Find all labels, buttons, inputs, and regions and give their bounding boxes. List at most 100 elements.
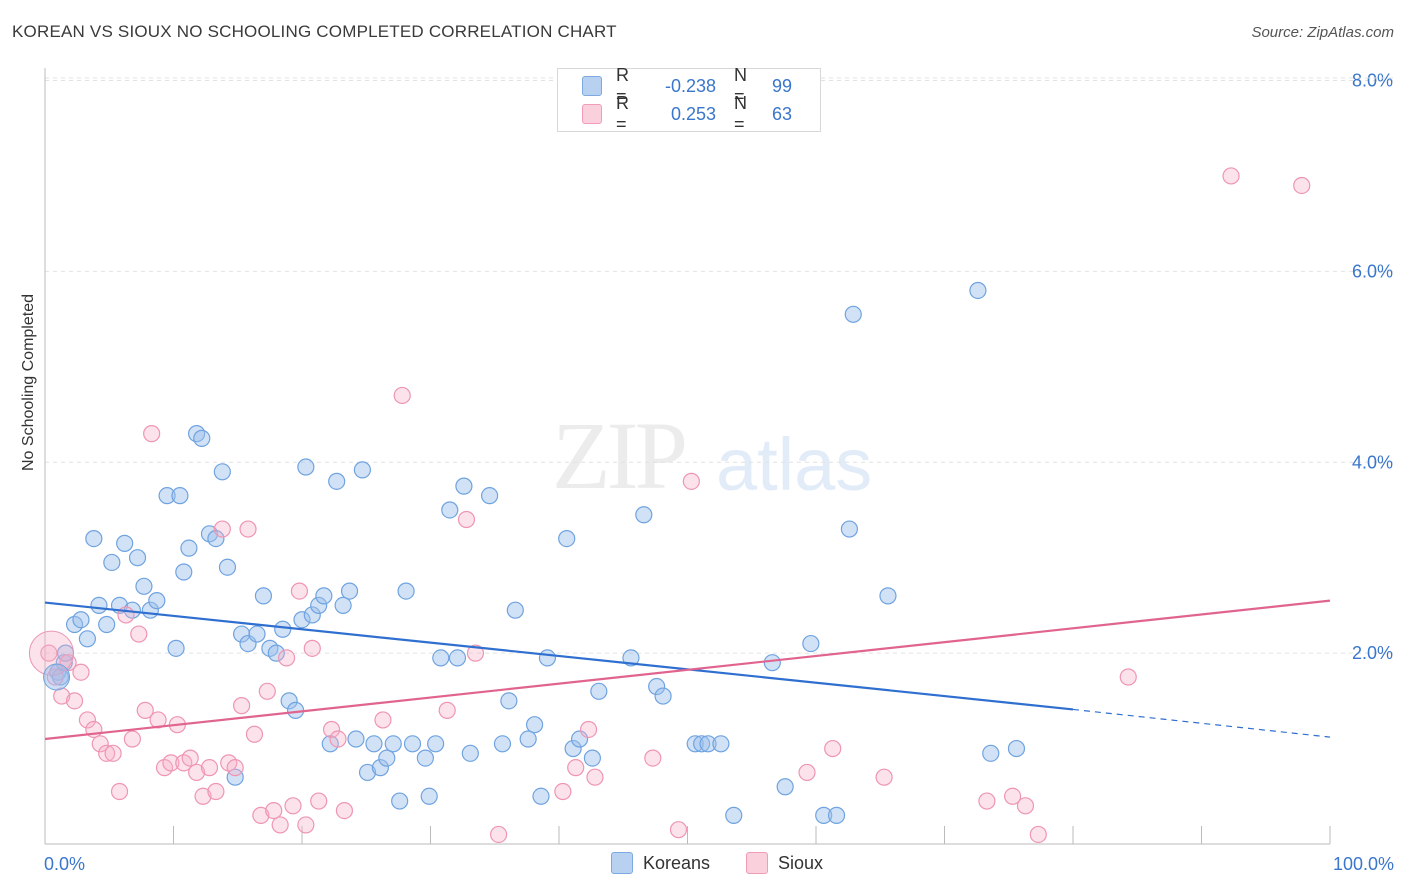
sioux-point <box>265 801 283 820</box>
sioux-point <box>245 725 264 743</box>
koreans-swatch <box>582 76 602 96</box>
sioux-point <box>188 763 206 782</box>
koreans-trendline <box>44 601 1074 711</box>
koreans-point <box>180 539 198 557</box>
koreans-point <box>712 735 730 753</box>
koreans-point <box>98 615 116 634</box>
sioux-point <box>978 792 996 810</box>
koreans-point <box>448 649 467 667</box>
koreans-point <box>827 806 846 824</box>
source-note: Source: ZipAtlas.com <box>1251 24 1394 41</box>
sioux-point <box>644 749 662 767</box>
sioux-point <box>200 759 219 777</box>
koreans-point <box>274 620 292 638</box>
sioux-point <box>1293 176 1311 195</box>
koreans-point <box>416 749 434 767</box>
koreans-point <box>213 463 231 481</box>
legend-label-koreans: Koreans <box>643 852 711 873</box>
koreans-point <box>686 735 704 753</box>
r-label: R = <box>616 65 629 106</box>
sioux-point <box>329 730 347 748</box>
koreans-point <box>248 625 266 643</box>
koreans-point <box>622 649 640 667</box>
sioux-point <box>239 520 257 538</box>
sioux-point <box>1222 167 1240 185</box>
sioux-point <box>438 701 456 719</box>
koreans-point <box>128 549 147 567</box>
sioux-point <box>162 754 180 772</box>
watermark-zip: ZIP <box>552 402 688 509</box>
sioux-point <box>258 682 276 700</box>
koreans-point <box>353 461 371 479</box>
y-tick-label: 2.0% <box>1352 643 1393 663</box>
legend-item-sioux[interactable]: Sioux <box>746 852 823 874</box>
koreans-point <box>879 587 897 605</box>
legend-item-koreans[interactable]: Koreans <box>611 852 710 874</box>
koreans-point <box>72 611 90 629</box>
koreans-point <box>315 587 333 605</box>
koreans-point <box>90 596 108 615</box>
koreans-point <box>188 425 206 443</box>
koreans-point <box>207 529 225 548</box>
sioux-point <box>284 797 302 815</box>
sioux-trendline <box>44 599 1331 741</box>
sioux-point <box>226 759 244 777</box>
koreans-point <box>763 654 781 672</box>
sioux-point <box>875 768 893 786</box>
koreans-point <box>441 501 459 519</box>
r-value: -0.238 <box>664 75 716 96</box>
koreans-point <box>583 749 602 767</box>
sioux-point <box>1004 787 1022 805</box>
koreans-point <box>558 529 576 548</box>
sioux-point <box>586 768 604 786</box>
koreans-point <box>776 778 794 796</box>
koreans-point <box>693 735 711 753</box>
koreans-point <box>420 787 438 805</box>
koreans-point <box>78 630 97 648</box>
sioux-point <box>181 749 199 767</box>
koreans-point <box>103 553 121 572</box>
koreans-point <box>175 563 193 581</box>
koreans-point <box>171 487 189 505</box>
koreans-point <box>226 768 244 786</box>
n-value: 63 <box>772 103 793 124</box>
koreans-point <box>519 730 537 748</box>
koreans-point <box>532 787 550 805</box>
koreans-point <box>254 587 273 605</box>
sioux-point <box>65 692 84 710</box>
sioux-point <box>682 472 700 490</box>
koreans-point <box>371 759 389 777</box>
koreans-point <box>334 596 352 615</box>
sioux-point <box>91 735 109 753</box>
sioux-point <box>233 697 251 715</box>
koreans-point <box>969 281 987 300</box>
sioux-point <box>310 792 328 810</box>
legend-label-sioux: Sioux <box>778 852 824 873</box>
sioux-point <box>143 425 161 443</box>
koreans-point <box>365 735 383 753</box>
koreans-point <box>85 529 103 548</box>
koreans-point <box>391 792 409 810</box>
y-tick-label: 6.0% <box>1352 261 1393 281</box>
koreans-point <box>648 677 666 696</box>
koreans-point <box>725 806 743 824</box>
sioux-point <box>579 720 598 739</box>
sioux-point <box>213 520 231 538</box>
koreans-point <box>158 487 176 505</box>
sioux-point <box>98 744 116 762</box>
n-value: 99 <box>772 75 793 96</box>
koreans-point <box>538 649 557 667</box>
koreans-point <box>297 458 315 476</box>
koreans-point <box>403 735 422 753</box>
sioux-point <box>290 582 309 600</box>
y-tick-label: 8.0% <box>1352 71 1393 91</box>
koreans-point <box>564 739 582 758</box>
koreans-point <box>347 730 365 748</box>
koreans-point <box>506 601 524 619</box>
stats-legend: R = -0.238 N = 99 R = 0.253 N = 63 <box>557 65 821 134</box>
sioux-swatch <box>582 104 602 124</box>
watermark-atlas: atlas <box>716 423 873 506</box>
sioux-point <box>1119 668 1137 686</box>
koreans-point <box>481 487 499 505</box>
sioux-point <box>271 816 289 834</box>
